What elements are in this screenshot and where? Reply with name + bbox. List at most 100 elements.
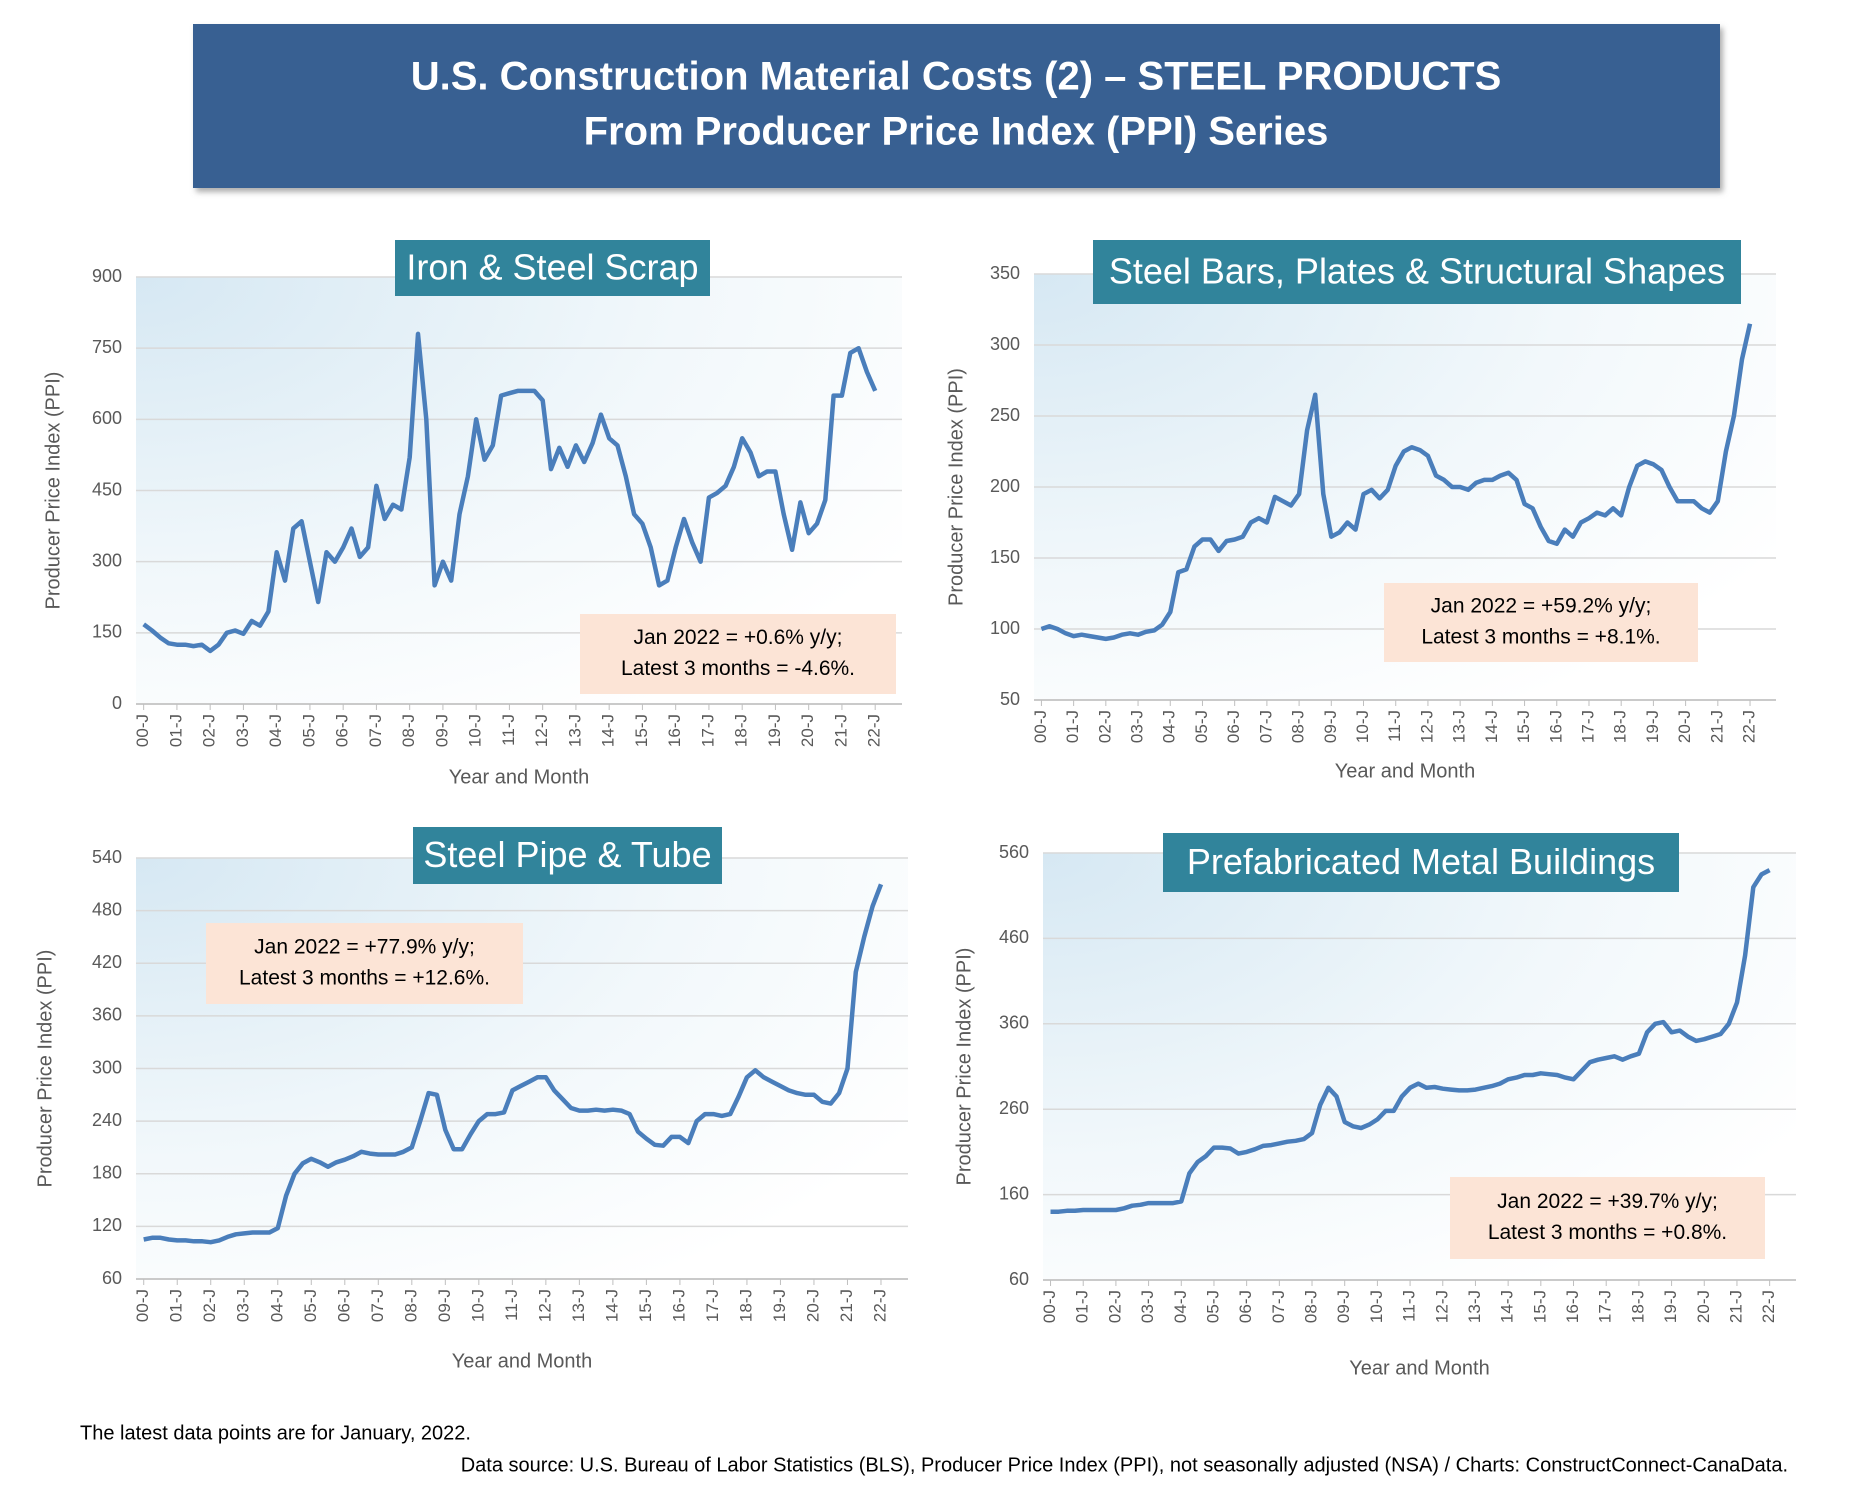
x-tick-label: 02-J — [1095, 710, 1114, 743]
y-tick-label: 150 — [92, 622, 122, 642]
x-tick-label: 19-J — [765, 714, 784, 747]
x-tick-label: 08-J — [1289, 710, 1308, 743]
footer-source: Data source: U.S. Bureau of Labor Statis… — [461, 1454, 1788, 1476]
x-tick-label: 20-J — [1675, 710, 1694, 743]
x-tick-label: 10-J — [1353, 710, 1372, 743]
x-tick-label: 09-J — [432, 714, 451, 747]
x-tick-label: 04-J — [1171, 1290, 1190, 1323]
x-tick-label: 05-J — [1203, 1290, 1222, 1323]
x-tick-label: 15-J — [1514, 710, 1533, 743]
x-axis-label: Year and Month — [1349, 1357, 1489, 1379]
y-axis-label: Producer Price Index (PPI) — [34, 950, 56, 1188]
x-tick-label: 03-J — [1138, 1290, 1157, 1323]
y-axis-label: Producer Price Index (PPI) — [945, 368, 967, 606]
y-tick-label: 150 — [990, 547, 1020, 567]
x-tick-label: 06-J — [1236, 1290, 1255, 1323]
y-tick-label: 350 — [990, 263, 1020, 283]
annotation-box — [206, 923, 523, 1004]
x-tick-label: 18-J — [1628, 1290, 1647, 1323]
x-tick-label: 05-J — [1192, 710, 1211, 743]
x-tick-label: 03-J — [234, 1289, 253, 1322]
x-tick-label: 22-J — [1740, 710, 1759, 743]
footer-note: The latest data points are for January, … — [80, 1422, 471, 1444]
x-tick-label: 08-J — [399, 714, 418, 747]
y-tick-label: 240 — [92, 1110, 122, 1130]
y-tick-label: 50 — [1000, 689, 1020, 709]
annotation-text: Latest 3 months = +8.1%. — [1421, 626, 1660, 649]
x-tick-label: 11-J — [1400, 1290, 1419, 1322]
annotation-box — [580, 614, 896, 694]
y-tick-label: 360 — [999, 1013, 1029, 1033]
y-axis-label: Producer Price Index (PPI) — [42, 372, 64, 610]
x-tick-label: 11-J — [1385, 710, 1404, 742]
x-tick-label: 15-J — [1530, 1290, 1549, 1323]
chart-title-box — [395, 240, 710, 296]
x-tick-label: 11-J — [502, 1289, 521, 1321]
x-tick-label: 16-J — [665, 714, 684, 747]
chart-title-box — [413, 827, 722, 884]
x-tick-label: 21-J — [837, 1289, 856, 1322]
chart-title: Prefabricated Metal Buildings — [1187, 841, 1655, 882]
x-tick-label: 15-J — [632, 714, 651, 747]
y-tick-label: 60 — [1009, 1269, 1029, 1289]
x-tick-label: 20-J — [798, 714, 817, 747]
x-tick-label: 01-J — [166, 714, 185, 747]
y-tick-label: 180 — [92, 1163, 122, 1183]
y-tick-label: 200 — [990, 476, 1020, 496]
x-tick-label: 00-J — [1031, 710, 1050, 743]
x-tick-label: 09-J — [1334, 1290, 1353, 1323]
x-tick-label: 00-J — [133, 1289, 152, 1322]
chart-title-box — [1093, 240, 1741, 304]
x-tick-label: 08-J — [1302, 1290, 1321, 1323]
annotation-box — [1384, 583, 1698, 662]
annotation-text: Jan 2022 = +59.2% y/y; — [1431, 595, 1652, 618]
x-tick-label: 18-J — [736, 1289, 755, 1322]
y-tick-label: 120 — [92, 1215, 122, 1235]
x-tick-label: 21-J — [1707, 710, 1726, 743]
chart-title: Steel Pipe & Tube — [423, 834, 711, 875]
x-tick-label: 17-J — [698, 714, 717, 747]
x-tick-label: 12-J — [532, 714, 551, 747]
x-tick-label: 20-J — [803, 1289, 822, 1322]
header-box — [193, 24, 1720, 188]
x-tick-label: 11-J — [499, 714, 518, 746]
y-tick-label: 250 — [990, 405, 1020, 425]
x-tick-label: 05-J — [299, 714, 318, 747]
y-tick-label: 540 — [92, 847, 122, 867]
x-tick-label: 15-J — [636, 1289, 655, 1322]
x-tick-label: 18-J — [732, 714, 751, 747]
y-tick-label: 600 — [92, 408, 122, 428]
x-tick-label: 22-J — [870, 1289, 889, 1322]
x-tick-label: 22-J — [1759, 1290, 1778, 1323]
y-tick-label: 480 — [92, 899, 122, 919]
y-tick-label: 750 — [92, 337, 122, 357]
x-tick-label: 07-J — [366, 714, 385, 747]
x-tick-label: 10-J — [468, 1289, 487, 1322]
x-tick-label: 02-J — [1105, 1290, 1124, 1323]
annotation-text: Jan 2022 = +0.6% y/y; — [634, 626, 843, 649]
x-axis-label: Year and Month — [452, 1350, 592, 1372]
x-tick-label: 06-J — [334, 1289, 353, 1322]
x-tick-label: 21-J — [1726, 1290, 1745, 1323]
x-tick-label: 16-J — [1546, 710, 1565, 743]
y-tick-label: 0 — [112, 693, 122, 713]
x-tick-label: 02-J — [200, 714, 219, 747]
y-tick-label: 100 — [990, 618, 1020, 638]
x-tick-label: 08-J — [401, 1289, 420, 1322]
annotation-text: Latest 3 months = -4.6%. — [621, 657, 855, 680]
y-tick-label: 560 — [999, 842, 1029, 862]
x-tick-label: 03-J — [1128, 710, 1147, 743]
x-tick-label: 19-J — [1643, 710, 1662, 743]
x-tick-label: 12-J — [535, 1289, 554, 1322]
y-tick-label: 160 — [999, 1183, 1029, 1203]
x-tick-label: 19-J — [1661, 1290, 1680, 1323]
x-tick-label: 16-J — [1563, 1290, 1582, 1323]
x-tick-label: 01-J — [167, 1289, 186, 1322]
x-tick-label: 04-J — [267, 1289, 286, 1322]
x-tick-label: 14-J — [599, 714, 618, 747]
x-tick-label: 13-J — [569, 1289, 588, 1322]
x-tick-label: 05-J — [301, 1289, 320, 1322]
x-tick-label: 02-J — [200, 1289, 219, 1322]
x-tick-label: 17-J — [703, 1289, 722, 1322]
